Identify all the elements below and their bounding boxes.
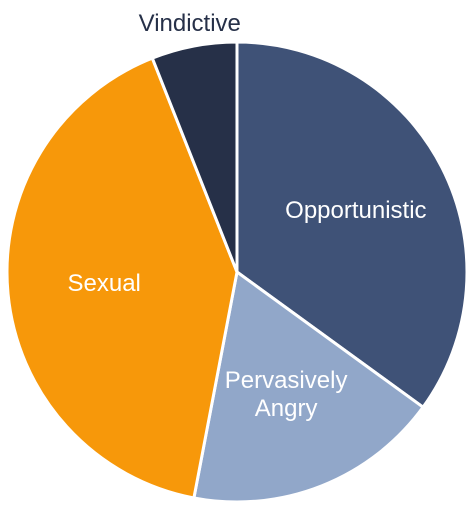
slice-label: Sexual [67,270,140,297]
pie-slice [150,40,239,273]
slice-label-line: Angry [255,395,318,422]
slice-label-line: Pervasively [225,367,348,394]
slice-label: Vindictive [139,10,241,37]
pie-slice [192,269,426,504]
slice-label: Pervasively Angry [225,367,348,422]
slice-label: Opportunistic [285,197,426,224]
pie-slice [235,40,468,410]
pie-slice [5,56,239,500]
